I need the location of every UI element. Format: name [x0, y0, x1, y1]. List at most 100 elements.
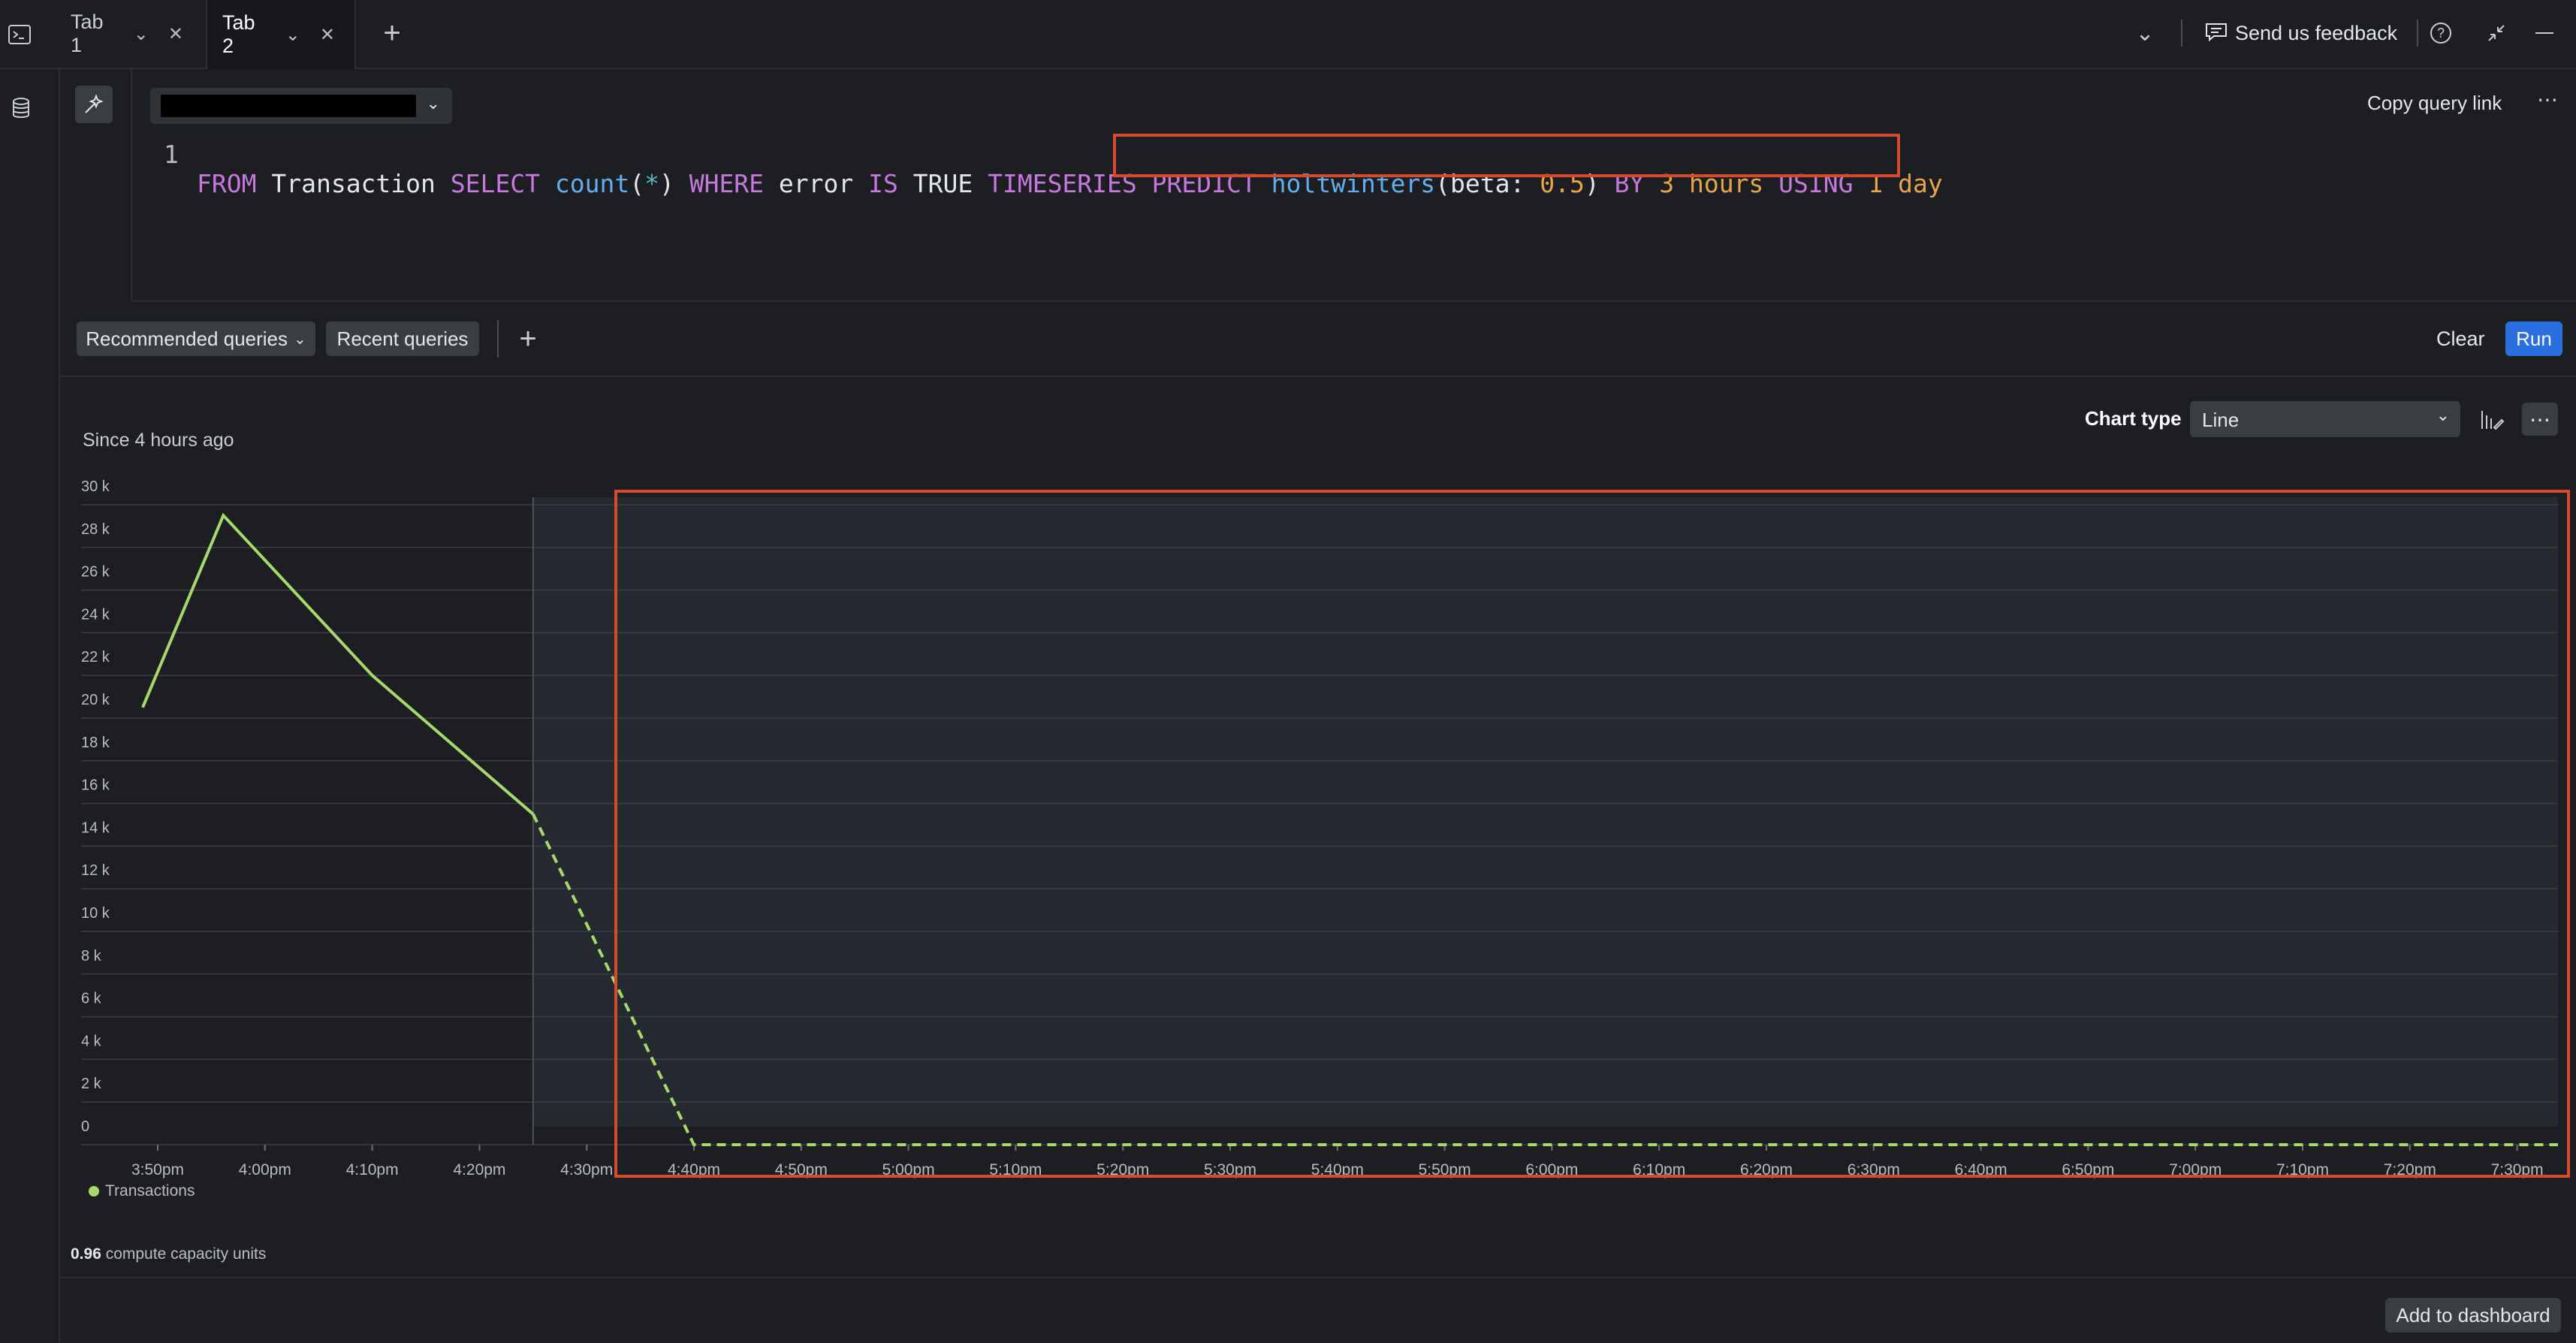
account-selector[interactable]: ⌄: [150, 88, 452, 124]
y-tick-label: 8 k: [81, 948, 102, 964]
compute-cost-label: compute capacity units: [101, 1245, 267, 1263]
divider: [2417, 20, 2418, 47]
y-tick-label: 22 k: [81, 649, 110, 665]
chevron-down-icon: ⌄: [2436, 406, 2450, 424]
more-options-icon[interactable]: ⋯: [2522, 403, 2558, 436]
y-tick-label: 4 k: [81, 1033, 102, 1049]
chevron-down-icon: ⌄: [294, 330, 306, 348]
recommended-queries-button[interactable]: Recommended queries ⌄: [77, 321, 315, 356]
x-tick-label: 6:40pm: [1955, 1161, 2007, 1179]
add-to-dashboard-button[interactable]: Add to dashboard: [2385, 1298, 2561, 1332]
left-rail: [0, 69, 60, 1343]
query-token: PREDICT: [1151, 169, 1256, 198]
tab-label: Tab 2: [222, 11, 255, 57]
run-button[interactable]: Run: [2505, 321, 2562, 356]
help-icon[interactable]: ?: [2427, 20, 2454, 47]
feedback-label: Send us feedback: [2235, 21, 2398, 44]
x-tick-label: 5:40pm: [1311, 1161, 1364, 1179]
predict-clause-highlight: [1113, 134, 1900, 177]
query-token: USING: [1778, 169, 1854, 198]
legend-label[interactable]: Transactions: [105, 1182, 195, 1200]
x-tick-label: 5:00pm: [882, 1161, 935, 1179]
chart-type-select[interactable]: Line ⌄: [2190, 401, 2460, 437]
x-tick-label: 3:50pm: [131, 1161, 184, 1179]
x-tick-label: 6:00pm: [1525, 1161, 1578, 1179]
svg-text:?: ?: [2437, 26, 2445, 41]
divider: [2181, 20, 2182, 47]
x-tick-label: 6:10pm: [1633, 1161, 1685, 1179]
minimize-icon[interactable]: [2531, 20, 2558, 47]
query-token: 0.5: [1540, 169, 1585, 198]
query-token: Transaction: [256, 169, 451, 198]
feedback-button[interactable]: Send us feedback: [2205, 18, 2397, 48]
y-tick-label: 10 k: [81, 905, 110, 922]
chart-settings-icon[interactable]: [2475, 403, 2508, 436]
clear-button[interactable]: Clear: [2436, 327, 2485, 350]
add-tab-icon[interactable]: +: [383, 16, 401, 50]
close-icon[interactable]: ✕: [167, 23, 183, 44]
query-token: (beta:: [1435, 169, 1540, 198]
query-toolbar: Recommended queries ⌄ Recent queries + C…: [60, 302, 2576, 377]
redacted-account-name: [161, 95, 416, 117]
y-tick-label: 12 k: [81, 862, 110, 879]
tab-2[interactable]: Tab 2 ⌄ ✕: [206, 0, 356, 69]
tab-1[interactable]: Tab 1 ⌄ ✕: [71, 0, 203, 68]
line-chart: 0 2 k 4 k 6 k 8 k 10 k 12 k 14 k 16 k 18 k 20 k 22 …: [81, 478, 2558, 1179]
recommended-queries-label: Recommended queries: [86, 327, 288, 350]
x-tick-label: 4:20pm: [453, 1161, 505, 1179]
sparkle-icon: [85, 94, 104, 113]
compute-cost-value: 0.96: [71, 1245, 101, 1263]
legend-swatch: [89, 1186, 99, 1197]
y-tick-label: 16 k: [81, 777, 110, 794]
query-token: error: [764, 169, 869, 198]
chart-type-value: Line: [2202, 409, 2240, 431]
chevron-down-icon[interactable]: ⌄: [2135, 20, 2155, 46]
editor-side-gutter: [60, 69, 132, 300]
line-number: 1: [164, 140, 179, 169]
x-tick-label: 4:40pm: [668, 1161, 720, 1179]
x-tick-label: 6:20pm: [1740, 1161, 1793, 1179]
tab-bar: Tab 1 ⌄ ✕ Tab 2 ⌄ ✕ + ⌄ Send us feedback…: [0, 0, 2576, 69]
y-tick-label: 6 k: [81, 991, 102, 1007]
add-query-icon[interactable]: +: [519, 321, 537, 355]
x-tick-label: 5:20pm: [1096, 1161, 1149, 1179]
x-tick-label: 4:50pm: [775, 1161, 828, 1179]
query-token: FROM: [197, 169, 257, 198]
query-token: ): [659, 169, 689, 198]
x-tick-label: 4:00pm: [239, 1161, 291, 1179]
divider: [60, 1277, 2576, 1278]
x-tick-label: 6:50pm: [2062, 1161, 2114, 1179]
query-token: BY: [1614, 169, 1645, 198]
y-tick-label: 26 k: [81, 564, 110, 581]
series-line[interactable]: [141, 512, 535, 816]
terminal-icon[interactable]: [5, 20, 35, 50]
divider: [497, 320, 499, 358]
y-tick-label: 20 k: [81, 692, 110, 708]
x-tick-label: 5:50pm: [1419, 1161, 1471, 1179]
x-tick-label: 4:10pm: [346, 1161, 399, 1179]
database-icon[interactable]: [6, 93, 36, 123]
chevron-down-icon: ⌄: [426, 94, 440, 113]
prediction-region: [532, 497, 2558, 1127]
query-token: (: [629, 169, 645, 198]
prediction-region-highlight: [614, 490, 2570, 1178]
collapse-icon[interactable]: [2483, 20, 2510, 47]
close-icon[interactable]: ✕: [319, 24, 335, 45]
copy-query-link-button[interactable]: Copy query link: [2367, 92, 2502, 114]
query-editor[interactable]: [132, 69, 2576, 302]
ai-assist-button[interactable]: [75, 86, 113, 123]
query-token: day: [1883, 169, 1943, 198]
chevron-down-icon[interactable]: ⌄: [133, 23, 149, 44]
x-tick-label: 7:30pm: [2491, 1161, 2544, 1179]
query-token: holtwinters: [1271, 169, 1436, 198]
query-token: SELECT: [450, 169, 540, 198]
forecast-series-line[interactable]: [532, 813, 2558, 1146]
recent-queries-button[interactable]: Recent queries: [326, 321, 479, 356]
x-tick-label: 7:10pm: [2276, 1161, 2329, 1179]
chevron-down-icon[interactable]: ⌄: [285, 24, 300, 45]
x-tick-label: 6:30pm: [1848, 1161, 1900, 1179]
more-options-icon[interactable]: ⋯: [2537, 88, 2558, 111]
tab-label: Tab 1: [71, 11, 104, 56]
chart-type-label: Chart type: [2085, 407, 2182, 430]
query-token: WHERE: [689, 169, 765, 198]
